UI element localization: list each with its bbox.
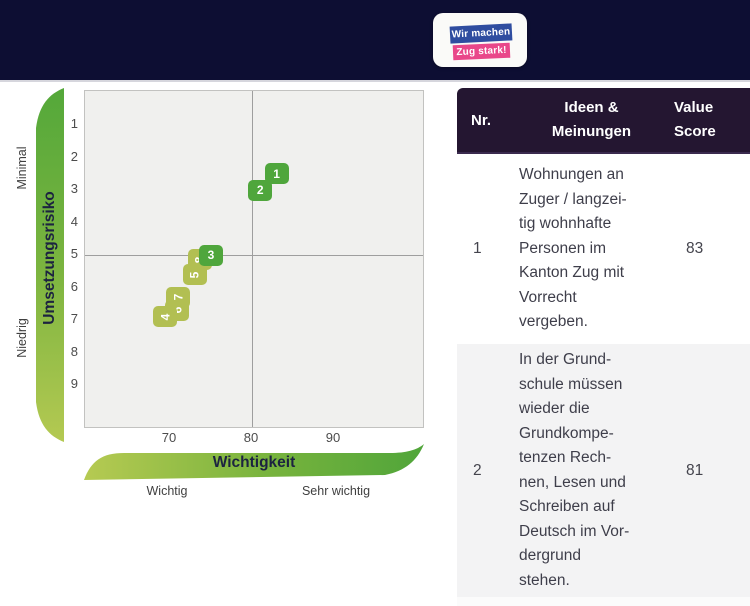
data-point-4[interactable]: 4 <box>153 306 178 328</box>
x-axis-banner <box>84 444 424 480</box>
x-axis-left-label: Wichtig <box>146 484 188 498</box>
x-tick-label: 90 <box>325 430 341 445</box>
ideas-table: Nr. Ideen & Meinungen Value Score 1 Wohn… <box>457 88 750 606</box>
column-header-score: Value Score <box>674 99 716 140</box>
x-axis-title: Wichtigkeit <box>212 454 296 471</box>
top-header-band: Wir machen Zug stark! <box>0 0 750 82</box>
data-point-5[interactable]: 5 <box>182 264 207 285</box>
table-row: 2 In der Grund- schule müssen wieder die… <box>457 344 750 597</box>
column-header-nr: Nr. <box>471 111 492 129</box>
row-nr: 1 <box>473 240 482 257</box>
table-row: 1 Wohnungen an Zuger / langzei- tig wohn… <box>457 154 750 344</box>
y-axis-bottom-label: Niedrig <box>15 318 29 358</box>
data-point-label: 3 <box>207 248 215 262</box>
x-axis-right-label: Sehr wichtig <box>301 484 371 498</box>
y-axis-top-label: Minimal <box>15 146 29 190</box>
y-tick-label: 6 <box>70 278 78 294</box>
data-point-3[interactable]: 3 <box>199 244 223 266</box>
data-point-label: 2 <box>256 183 264 197</box>
row-score: 81 <box>686 461 704 479</box>
y-tick-label: 5 <box>70 246 78 261</box>
data-point-label: 5 <box>187 271 202 278</box>
y-tick-label: 1 <box>70 116 78 131</box>
campaign-logo: Wir machen Zug stark! <box>433 13 527 67</box>
table-header: Nr. Ideen & Meinungen Value Score <box>457 88 750 154</box>
y-tick-label: 3 <box>70 181 78 196</box>
y-tick-label: 7 <box>70 311 78 326</box>
y-tick-label: 4 <box>70 213 78 229</box>
logo-line1: Wir machen <box>449 23 513 44</box>
data-point-label: 1 <box>273 166 280 181</box>
row-idea: Wohnungen an Zuger / langzei- tig wohnha… <box>519 166 627 331</box>
data-point-1[interactable]: 1 <box>264 163 289 185</box>
row-idea: In der Grund- schule müssen wieder die G… <box>519 351 630 589</box>
y-axis-banner <box>36 88 64 442</box>
plot-area: 85764321 <box>84 90 424 428</box>
logo-line2: Zug stark! <box>452 42 511 61</box>
table-row-stub <box>457 597 750 606</box>
column-header-idea: Ideen & Meinungen <box>551 99 632 140</box>
y-tick-label: 8 <box>70 343 78 359</box>
quadrant-divider-horizontal <box>85 254 423 256</box>
x-tick-label: 70 <box>161 430 177 445</box>
row-score: 83 <box>686 240 704 257</box>
data-point-label: 4 <box>158 313 173 321</box>
data-point-2[interactable]: 2 <box>248 179 273 201</box>
y-tick-label: 9 <box>70 376 78 391</box>
x-tick-label: 80 <box>243 430 259 445</box>
quadrant-divider-vertical <box>251 91 253 427</box>
y-tick-label: 2 <box>70 148 78 164</box>
row-nr: 2 <box>473 461 482 479</box>
